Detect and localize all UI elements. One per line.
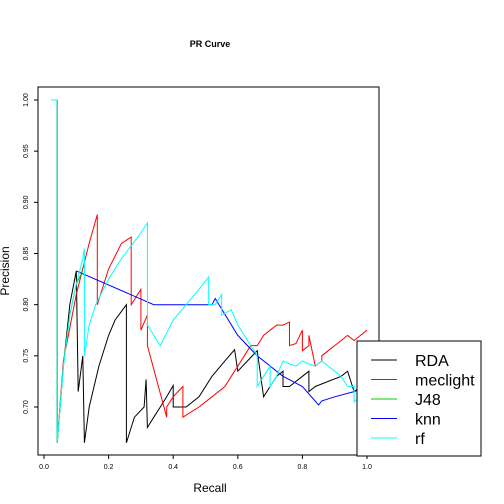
series-line-knn xyxy=(76,270,368,406)
y-tick-label: 1.00 xyxy=(23,93,30,107)
plot-frame xyxy=(37,86,380,456)
legend-label-knn: knn xyxy=(415,412,441,429)
x-tick-label: 0.6 xyxy=(233,464,243,471)
x-tick-label: 0.0 xyxy=(39,464,49,471)
series-line-rda xyxy=(51,99,368,443)
y-tick-label: 0.80 xyxy=(23,298,30,312)
y-tick-label: 0.70 xyxy=(23,400,30,414)
series-line-meclight xyxy=(51,99,368,443)
x-tick-label: 0.4 xyxy=(168,464,178,471)
x-tick-label: 1.0 xyxy=(362,464,372,471)
legend-label-j48: J48 xyxy=(415,392,441,409)
legend-label-meclight: meclight xyxy=(415,373,475,390)
x-tick-label: 0.2 xyxy=(104,464,114,471)
y-tick-label: 0.75 xyxy=(23,349,30,363)
y-axis-title: Precision xyxy=(0,246,12,295)
legend-label-rf: rf xyxy=(415,431,425,448)
axes-group: 0.0 0.2 0.4 0.6 0.8 1.0 0.70 0.75 0.80 0.85 0.90 0.… xyxy=(23,86,380,471)
y-tick-label: 0.90 xyxy=(23,195,30,209)
series-group xyxy=(51,99,368,443)
series-line-rf xyxy=(51,99,368,443)
x-axis-title: Recall xyxy=(193,481,226,495)
legend: RDA meclight J48 knn rf xyxy=(356,340,482,457)
y-tick-label: 0.85 xyxy=(23,247,30,261)
chart-title: PR Curve xyxy=(190,39,231,49)
y-tick-label: 0.95 xyxy=(23,144,30,158)
x-tick-label: 0.8 xyxy=(298,464,308,471)
legend-label-rda: RDA xyxy=(415,353,449,370)
